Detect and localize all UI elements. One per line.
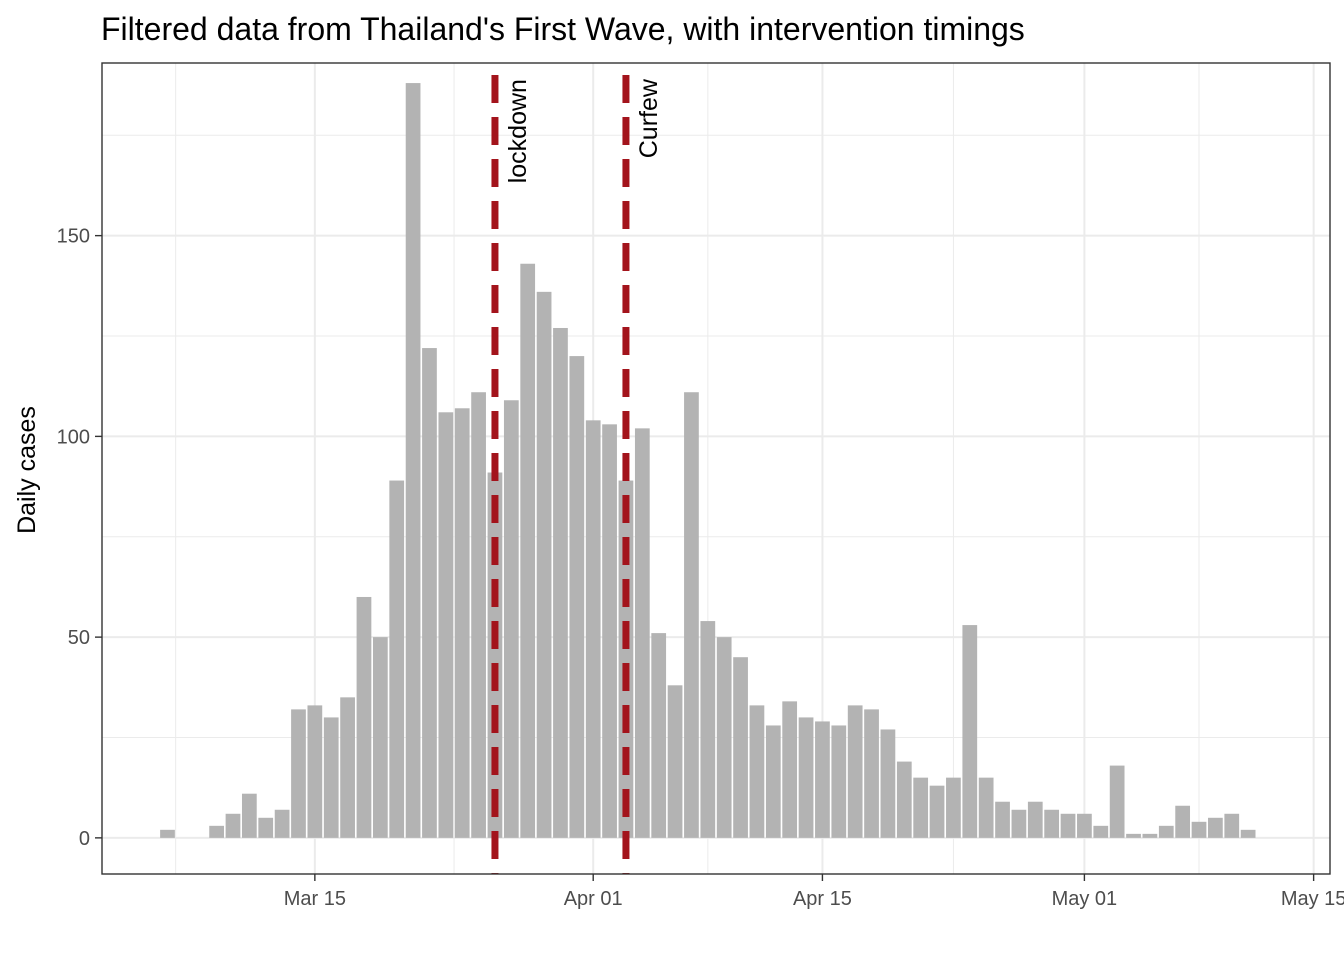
bar [471, 392, 486, 838]
bar [1191, 821, 1207, 838]
y-tick-label: 100 [57, 426, 90, 448]
x-tick-label: May 15 [1281, 888, 1344, 910]
bar [1142, 833, 1158, 838]
bar [700, 621, 716, 838]
bar [1044, 809, 1060, 838]
bars [160, 83, 1256, 838]
major-gridlines [102, 63, 1330, 874]
bar [602, 424, 617, 838]
intervention-label: lockdown [504, 79, 532, 183]
bar [749, 705, 765, 838]
plot-panel-border [101, 62, 1331, 875]
bar [798, 717, 814, 838]
y-tick-label: 0 [79, 828, 90, 850]
bar [1093, 825, 1109, 838]
bar [831, 725, 847, 838]
bar [553, 327, 568, 838]
bar [209, 825, 224, 838]
bar [978, 777, 994, 838]
bar [929, 785, 945, 838]
bar [389, 480, 405, 838]
bar [733, 657, 748, 838]
bar [585, 420, 601, 838]
bar [520, 263, 536, 838]
bar [307, 705, 323, 838]
bar [667, 685, 683, 838]
bar [1208, 817, 1223, 838]
bar [1126, 833, 1141, 838]
bar [258, 817, 274, 838]
bar [896, 761, 912, 838]
x-tick-label: May 01 [1052, 888, 1118, 910]
bar [864, 709, 879, 838]
bar [913, 777, 929, 838]
x-tick-label: Apr 01 [564, 888, 623, 910]
bar [962, 625, 978, 838]
bar [1224, 813, 1240, 838]
bar [1158, 825, 1174, 838]
y-tick-label: 50 [68, 627, 90, 649]
bar [160, 829, 175, 838]
bar [765, 725, 781, 838]
bar [1060, 813, 1076, 838]
x-axis-ticks: Mar 15 Apr 01 Apr 15 May 01 May 15 [284, 874, 1344, 910]
bar [847, 705, 863, 838]
y-axis-ticks: 0 50 100 150 [57, 226, 102, 850]
intervention-label: Curfew [635, 78, 663, 158]
bar [651, 633, 667, 838]
bar [1109, 765, 1125, 838]
bar [323, 717, 339, 838]
x-tick-label: Apr 15 [793, 888, 852, 910]
bar [340, 697, 355, 838]
bar [1011, 809, 1027, 838]
y-tick-label: 150 [57, 226, 90, 248]
bar [405, 83, 421, 838]
bar [274, 809, 290, 838]
bar [1027, 801, 1043, 838]
bar [422, 348, 437, 838]
y-axis-title: Daily cases [13, 406, 41, 534]
bar [536, 291, 552, 838]
bar [454, 408, 470, 838]
bar [241, 793, 257, 838]
bar [1175, 805, 1191, 838]
minor-gridlines [102, 63, 1330, 874]
bar [1240, 829, 1256, 838]
bar [995, 801, 1010, 838]
bar [716, 637, 732, 838]
intervention-lines: lockdown Curfew [491, 75, 663, 874]
bar [1077, 813, 1092, 838]
bar [503, 400, 519, 838]
bar [487, 472, 503, 838]
x-tick-label: Mar 15 [284, 888, 346, 910]
bar [291, 709, 306, 838]
bar [815, 721, 830, 838]
bar [225, 813, 241, 838]
bar [782, 701, 798, 838]
bar [438, 412, 454, 838]
bar [634, 428, 650, 838]
bar [356, 596, 372, 838]
bar [684, 392, 699, 838]
bar [946, 777, 961, 838]
bar [569, 356, 585, 838]
bar [372, 637, 388, 838]
chart-title: Filtered data from Thailand's First Wave… [101, 11, 1025, 47]
bar [618, 480, 634, 838]
bar [880, 729, 896, 838]
